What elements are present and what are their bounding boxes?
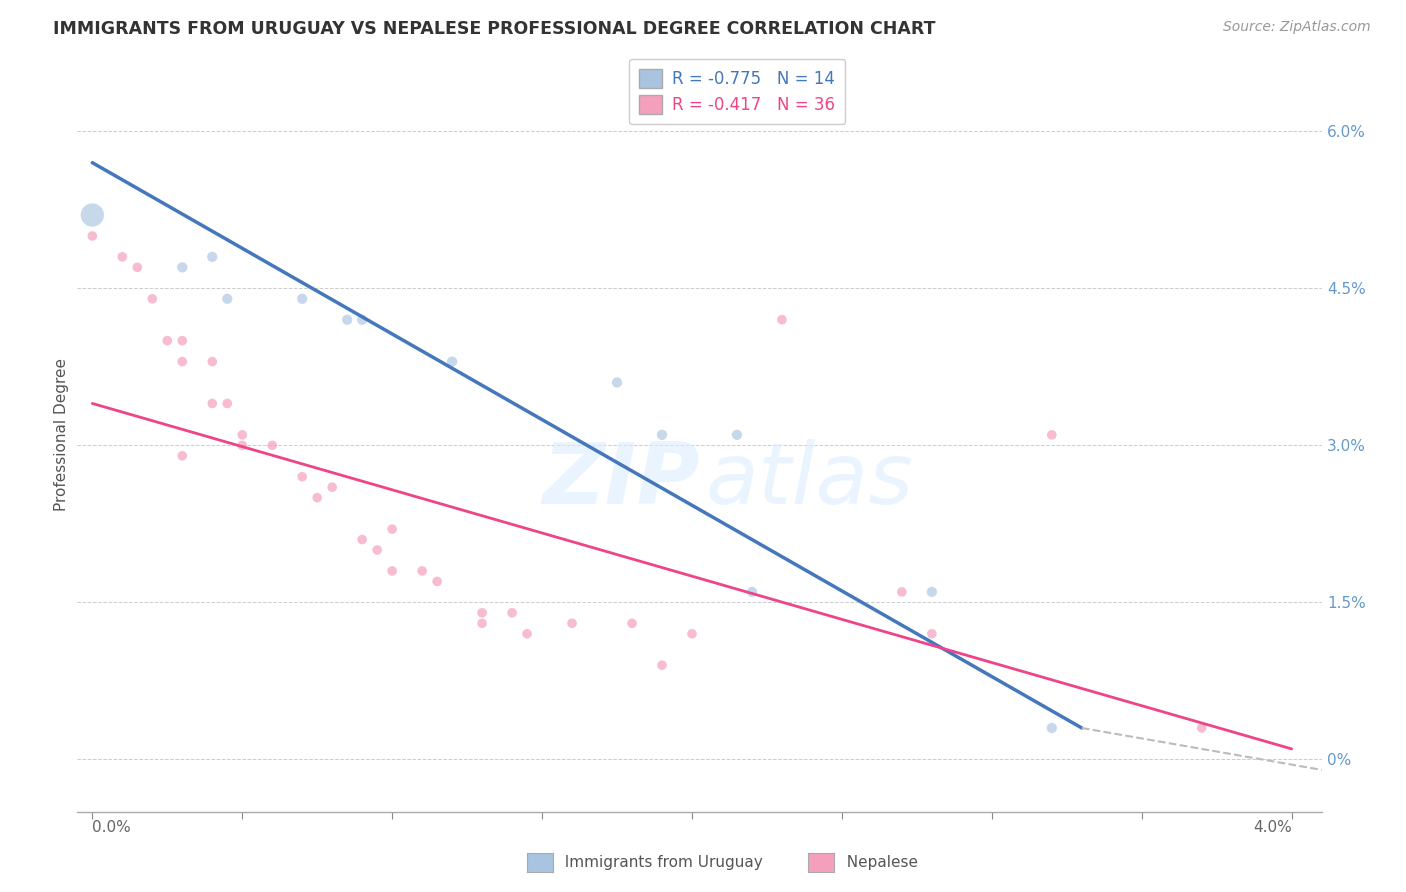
Point [651, 428, 673, 442]
Point [1191, 721, 1213, 735]
Point [262, 438, 284, 452]
Point [921, 626, 943, 640]
Point [471, 606, 494, 620]
Point [127, 260, 149, 275]
Point [501, 606, 523, 620]
Point [725, 428, 748, 442]
Point [201, 354, 224, 368]
Point [307, 491, 329, 505]
Point [411, 564, 433, 578]
Text: Immigrants from Uruguay: Immigrants from Uruguay [555, 855, 763, 870]
Text: 0.0%: 0.0% [93, 821, 131, 836]
Point [172, 354, 194, 368]
Text: 4.0%: 4.0% [1253, 821, 1292, 836]
Point [111, 250, 134, 264]
Point [352, 533, 374, 547]
Point [201, 396, 224, 410]
Point [890, 585, 912, 599]
Point [516, 626, 538, 640]
Point [681, 626, 703, 640]
Point [921, 585, 943, 599]
Point [291, 292, 314, 306]
Point [1040, 721, 1063, 735]
Point [336, 312, 359, 326]
Y-axis label: Professional Degree: Professional Degree [53, 359, 69, 511]
Point [606, 376, 628, 390]
Point [561, 616, 583, 631]
Point [441, 354, 464, 368]
Point [82, 208, 104, 222]
Point [651, 658, 673, 673]
Text: IMMIGRANTS FROM URUGUAY VS NEPALESE PROFESSIONAL DEGREE CORRELATION CHART: IMMIGRANTS FROM URUGUAY VS NEPALESE PROF… [53, 20, 936, 37]
Point [172, 260, 194, 275]
Point [231, 438, 253, 452]
Point [621, 616, 644, 631]
Point [217, 292, 239, 306]
Text: Nepalese: Nepalese [837, 855, 918, 870]
Point [1040, 428, 1063, 442]
Point [426, 574, 449, 589]
Point [156, 334, 179, 348]
Point [381, 564, 404, 578]
Point [141, 292, 163, 306]
Legend: R = -0.775   N = 14, R = -0.417   N = 36: R = -0.775 N = 14, R = -0.417 N = 36 [628, 59, 845, 124]
Point [471, 616, 494, 631]
Point [201, 250, 224, 264]
Point [82, 229, 104, 244]
Text: Source: ZipAtlas.com: Source: ZipAtlas.com [1223, 20, 1371, 34]
Point [366, 543, 388, 558]
Text: ZIP: ZIP [541, 439, 700, 522]
Point [172, 449, 194, 463]
Point [231, 428, 253, 442]
Point [352, 312, 374, 326]
Point [321, 480, 343, 494]
Point [770, 312, 793, 326]
Text: atlas: atlas [706, 439, 914, 522]
Point [291, 469, 314, 483]
Point [217, 396, 239, 410]
Point [741, 585, 763, 599]
Point [381, 522, 404, 536]
Point [172, 334, 194, 348]
